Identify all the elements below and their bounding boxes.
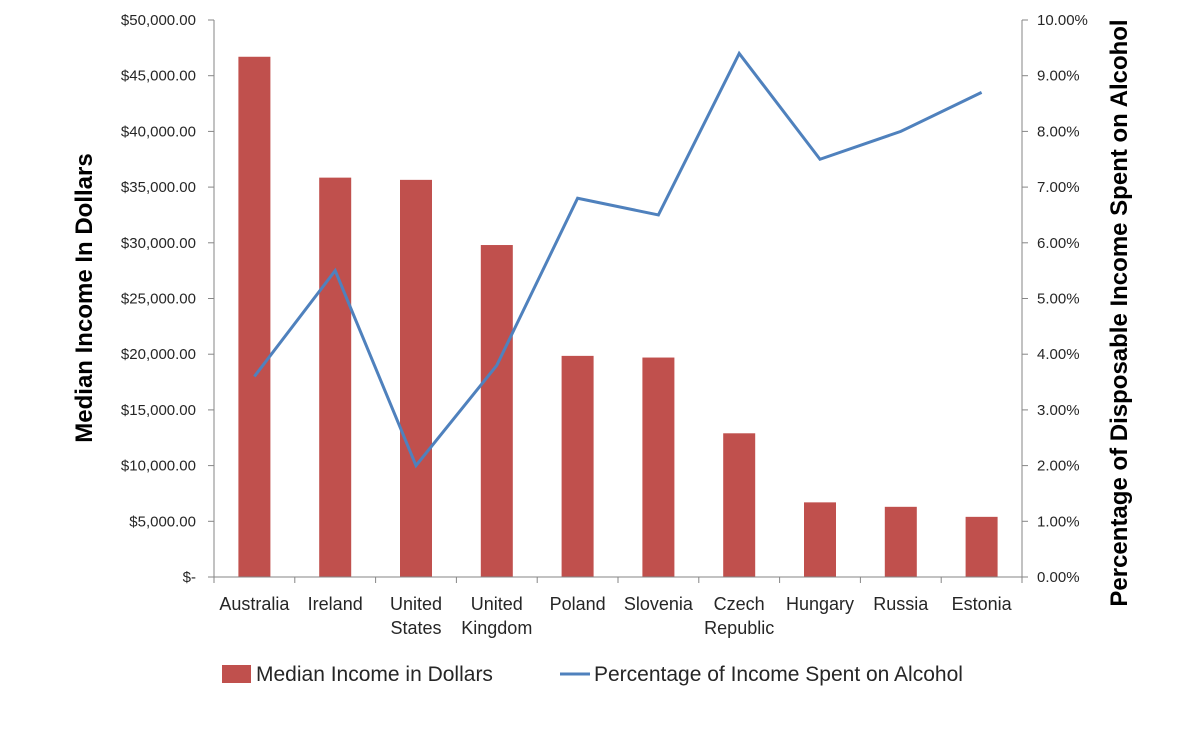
category-label: United Kingdom: [461, 594, 532, 638]
category-label: Hungary: [786, 594, 854, 614]
category-label: Ireland: [308, 594, 363, 614]
category-label: United States: [390, 594, 442, 638]
right-axis-title: Percentage of Disposable Income Spent on…: [1106, 19, 1133, 606]
bar: [642, 357, 675, 577]
category-label: Estonia: [952, 594, 1013, 614]
left-tick-label: $40,000.00: [121, 123, 196, 140]
left-tick-label: $15,000.00: [121, 402, 196, 419]
legend: Median Income in Dollars Percentage of I…: [222, 663, 963, 686]
left-tick-label: $50,000.00: [121, 12, 196, 29]
left-axis-title: Median Income In Dollars: [71, 153, 98, 442]
right-tick-label: 7.00%: [1037, 179, 1080, 196]
left-tick-label: $5,000.00: [129, 513, 196, 530]
right-tick-label: 3.00%: [1037, 402, 1080, 419]
bar: [319, 177, 352, 578]
left-tick-label: $35,000.00: [121, 179, 196, 196]
bar-series: [238, 56, 998, 578]
category-label: Russia: [873, 594, 929, 614]
right-tick-label: 2.00%: [1037, 458, 1080, 475]
category-label: Australia: [219, 594, 290, 614]
left-tick-label: $20,000.00: [121, 346, 196, 363]
bar: [561, 355, 594, 577]
category-labels: Australia Ireland United States United Kingdo…: [219, 594, 1012, 638]
category-label: Slovenia: [624, 594, 694, 614]
left-tick-label: $25,000.00: [121, 291, 196, 308]
category-label: Poland: [550, 594, 606, 614]
bar: [238, 56, 271, 577]
bar: [723, 433, 756, 577]
left-tick-label: $10,000.00: [121, 458, 196, 475]
line-series: [253, 50, 983, 469]
right-tick-label: 0.00%: [1037, 569, 1080, 586]
right-axis-ticks: 0.00% 1.00% 2.00% 3.00% 4.00% 5.00% 6.00% 7.00%…: [1022, 12, 1088, 586]
bar: [480, 245, 513, 577]
right-tick-label: 8.00%: [1037, 123, 1080, 140]
legend-bar-label: Median Income in Dollars: [256, 663, 493, 686]
left-axis-ticks: $- $5,000.00 $10,000.00 $15,000.00 $20,000.0…: [121, 12, 214, 586]
legend-bar-swatch: [222, 665, 251, 683]
left-tick-label: $-: [183, 569, 196, 586]
right-tick-label: 4.00%: [1037, 346, 1080, 363]
right-tick-label: 6.00%: [1037, 235, 1080, 252]
bar: [400, 179, 432, 577]
category-label: Czech Republic: [704, 594, 774, 638]
legend-line-label: Percentage of Income Spent on Alcohol: [594, 663, 963, 686]
bar: [965, 516, 998, 577]
bar: [884, 506, 917, 577]
left-tick-label: $30,000.00: [121, 235, 196, 252]
right-tick-label: 9.00%: [1037, 68, 1080, 85]
alcohol-percentage-line: [253, 50, 983, 469]
left-tick-label: $45,000.00: [121, 68, 196, 85]
bar: [804, 502, 836, 577]
right-tick-label: 10.00%: [1037, 12, 1088, 29]
right-tick-label: 5.00%: [1037, 291, 1080, 308]
right-tick-label: 1.00%: [1037, 513, 1080, 530]
